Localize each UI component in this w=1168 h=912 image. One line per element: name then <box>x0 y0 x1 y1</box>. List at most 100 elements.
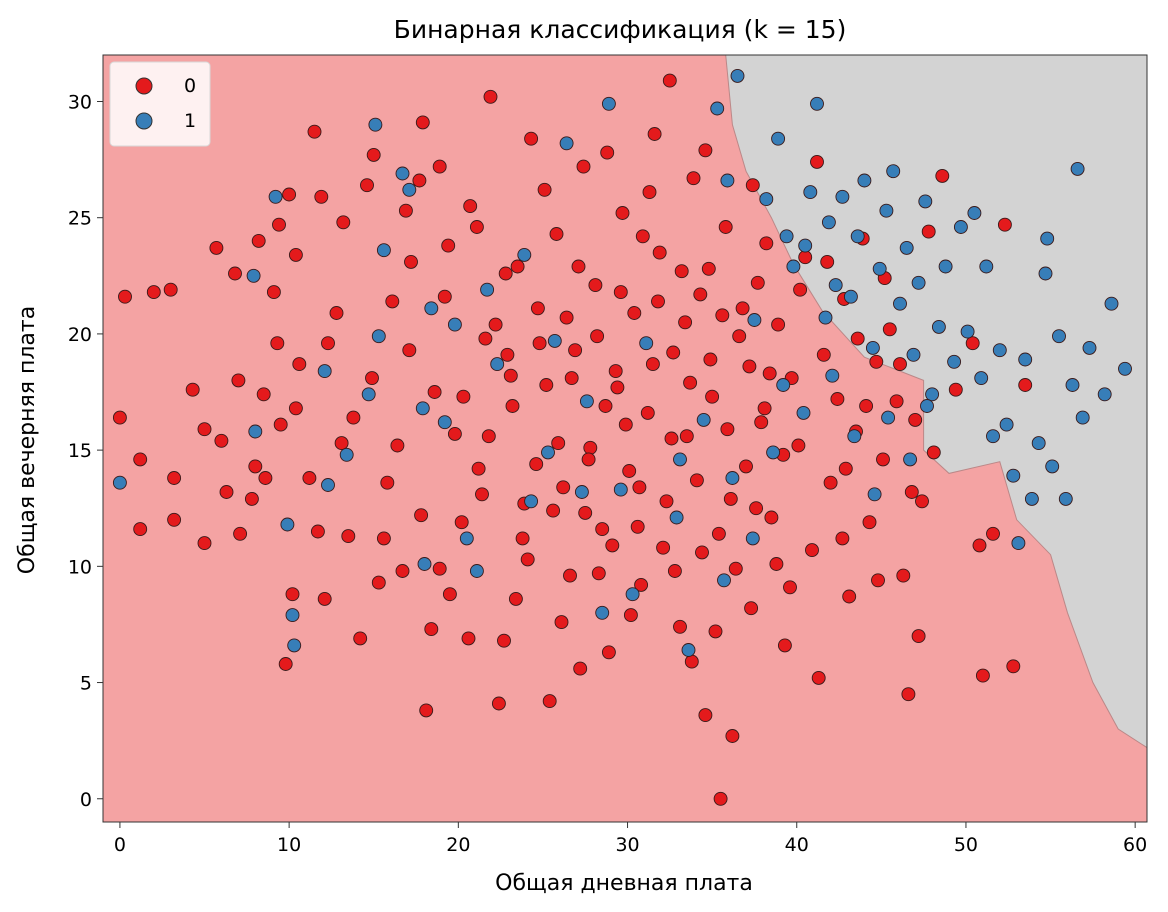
data-point-class-0 <box>708 624 723 639</box>
data-point-class-0 <box>447 426 462 441</box>
legend-box <box>109 61 211 147</box>
data-point-class-0 <box>365 371 379 386</box>
plot-area <box>103 55 1147 822</box>
data-point-class-1 <box>747 313 762 327</box>
data-point-class-0 <box>112 410 127 425</box>
data-point-class-0 <box>622 464 637 478</box>
data-point-class-0 <box>285 587 300 602</box>
data-point-class-0 <box>666 345 681 360</box>
data-point-class-1 <box>268 189 283 204</box>
data-point-class-1 <box>417 557 432 571</box>
data-point-class-0 <box>823 475 838 490</box>
data-point-class-1 <box>1104 296 1119 311</box>
data-point-class-1 <box>639 336 654 351</box>
data-point-class-0 <box>432 159 447 174</box>
data-point-class-0 <box>583 440 598 455</box>
data-point-class-0 <box>478 331 493 346</box>
data-point-class-0 <box>783 580 797 595</box>
data-point-class-0 <box>659 494 674 509</box>
data-point-class-0 <box>830 392 845 406</box>
data-point-class-0 <box>896 568 911 583</box>
data-point-class-0 <box>272 217 286 232</box>
data-point-class-0 <box>542 694 557 709</box>
data-point-class-0 <box>390 438 405 453</box>
data-point-class-0 <box>197 422 212 437</box>
data-point-class-1 <box>879 203 894 218</box>
data-point-class-0 <box>701 261 716 276</box>
data-point-class-1 <box>893 296 907 311</box>
data-point-class-0 <box>674 264 689 279</box>
data-point-class-0 <box>185 382 200 397</box>
data-point-class-1 <box>696 412 711 427</box>
data-point-class-1 <box>1082 340 1097 355</box>
data-point-class-0 <box>402 343 417 358</box>
data-point-class-1 <box>872 261 887 276</box>
x-tick-label: 10 <box>277 834 301 856</box>
data-point-class-0 <box>820 254 835 269</box>
data-point-class-0 <box>598 399 613 413</box>
data-point-class-0 <box>679 429 694 444</box>
chart-title: Бинарная классификация (k = 15) <box>394 15 847 44</box>
data-point-class-1 <box>1011 536 1026 551</box>
data-point-class-0 <box>908 412 923 427</box>
data-point-class-0 <box>578 505 593 520</box>
data-point-class-0 <box>777 638 792 653</box>
x-tick-label: 20 <box>446 834 470 856</box>
data-point-class-0 <box>167 471 182 485</box>
data-point-class-0 <box>876 452 890 467</box>
data-point-class-1 <box>986 429 1000 444</box>
data-point-class-0 <box>915 494 929 509</box>
data-point-class-0 <box>248 459 263 474</box>
data-point-class-0 <box>503 368 518 383</box>
data-point-class-0 <box>437 289 452 304</box>
data-point-class-1 <box>490 357 505 372</box>
data-point-class-0 <box>997 217 1012 232</box>
data-point-class-1 <box>1065 378 1080 392</box>
data-point-class-0 <box>703 352 718 367</box>
data-point-class-0 <box>798 250 813 265</box>
data-point-class-0 <box>615 206 630 220</box>
data-point-class-0 <box>948 382 963 397</box>
legend-label-1: 1 <box>184 110 196 132</box>
data-point-class-0 <box>718 220 733 234</box>
data-point-class-0 <box>546 503 561 518</box>
data-point-class-0 <box>771 317 786 332</box>
data-point-class-0 <box>133 452 148 467</box>
data-point-class-0 <box>500 347 515 362</box>
data-point-class-1 <box>999 417 1014 432</box>
data-point-class-0 <box>483 89 498 104</box>
data-point-class-0 <box>197 536 212 551</box>
data-point-class-0 <box>635 229 650 244</box>
data-point-class-0 <box>816 347 831 362</box>
data-point-class-1 <box>246 268 261 283</box>
data-point-class-0 <box>471 461 486 476</box>
data-point-class-0 <box>684 654 699 669</box>
data-point-class-0 <box>288 247 303 262</box>
data-point-class-0 <box>278 657 293 671</box>
data-point-class-0 <box>613 285 628 300</box>
data-point-class-0 <box>769 557 784 571</box>
data-point-class-0 <box>904 485 919 499</box>
data-point-class-1 <box>541 445 555 460</box>
data-point-class-0 <box>412 173 427 188</box>
data-point-class-0 <box>926 445 941 460</box>
data-point-class-0 <box>859 399 874 413</box>
data-point-class-0 <box>266 285 281 300</box>
data-point-class-0 <box>398 203 413 218</box>
data-point-class-0 <box>441 238 456 253</box>
data-point-class-1 <box>459 531 474 546</box>
data-point-class-0 <box>805 543 819 558</box>
data-point-class-0 <box>505 399 520 413</box>
data-point-class-0 <box>693 287 708 302</box>
data-point-class-1 <box>625 587 640 602</box>
data-point-class-0 <box>698 708 713 723</box>
data-point-class-0 <box>921 224 936 239</box>
data-point-class-1 <box>911 275 926 290</box>
data-point-class-0 <box>167 512 182 527</box>
data-point-class-0 <box>664 431 679 446</box>
data-point-class-0 <box>744 601 759 616</box>
data-point-class-0 <box>424 622 439 637</box>
data-point-class-0 <box>601 645 616 660</box>
data-point-class-1 <box>287 638 302 653</box>
data-point-class-0 <box>336 215 351 230</box>
